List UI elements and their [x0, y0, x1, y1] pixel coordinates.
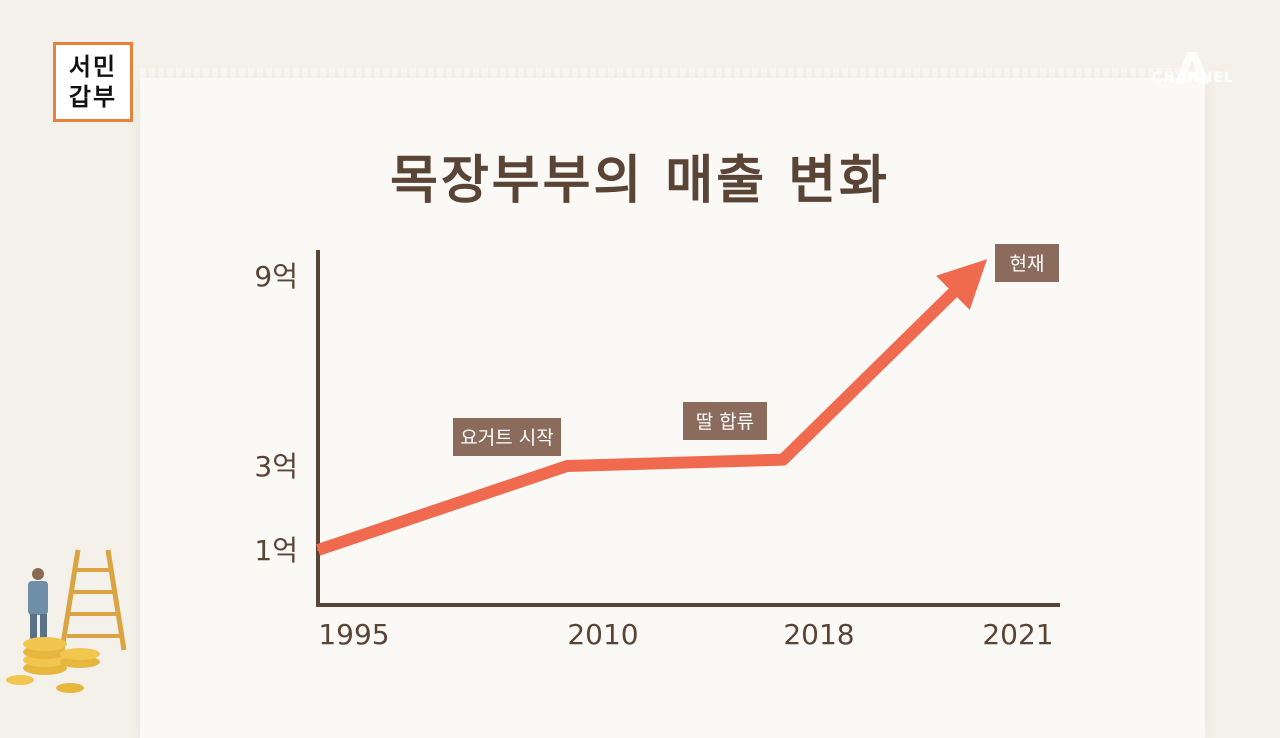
annotation-box [995, 244, 1059, 282]
channel-a-icon: A [1174, 44, 1210, 95]
data-point [317, 549, 319, 551]
x-tick-label: 2010 [567, 618, 638, 651]
x-tick-label: 2018 [783, 618, 854, 651]
annotation-box [453, 418, 561, 456]
series-layer [316, 259, 988, 556]
chart-title: 목장부부의 매출 변화 [390, 151, 890, 211]
annotation-label: 요거트 시작 [460, 427, 553, 449]
logo-line-1: 서민 [68, 53, 118, 81]
line-chart: 1억 3억 9억 1995 2010 2018 2021 요거트 시작 딸 합류 현재 [254, 244, 1060, 651]
ladder-icon [59, 549, 127, 651]
revenue-line [316, 259, 988, 556]
axis-ticks: 1억 3억 9억 1995 2010 2018 2021 [254, 260, 1053, 651]
money-ladder-illustration [6, 549, 127, 693]
annotation-label: 딸 합류 [696, 411, 754, 433]
broadcaster-logo: A CHANNEL [1152, 44, 1234, 118]
annotation-label: 현재 [1010, 253, 1045, 275]
logo-line-2: 갑부 [68, 83, 118, 111]
y-tick-label: 1억 [254, 534, 298, 567]
data-point [566, 465, 568, 467]
data-point [782, 458, 784, 461]
y-tick-label: 9억 [254, 260, 298, 293]
person-icon [28, 568, 48, 644]
channel-name: CHANNEL [1152, 70, 1234, 86]
x-tick-label: 2021 [982, 618, 1053, 651]
y-tick-label: 3억 [254, 450, 298, 483]
annotations: 요거트 시작 딸 합류 현재 [453, 244, 1059, 456]
coin-stack-icon [6, 637, 100, 693]
x-tick-label: 1995 [318, 618, 389, 651]
data-point [969, 275, 971, 277]
program-logo: 서민 갑부 [53, 42, 133, 122]
annotation-box [683, 402, 767, 440]
